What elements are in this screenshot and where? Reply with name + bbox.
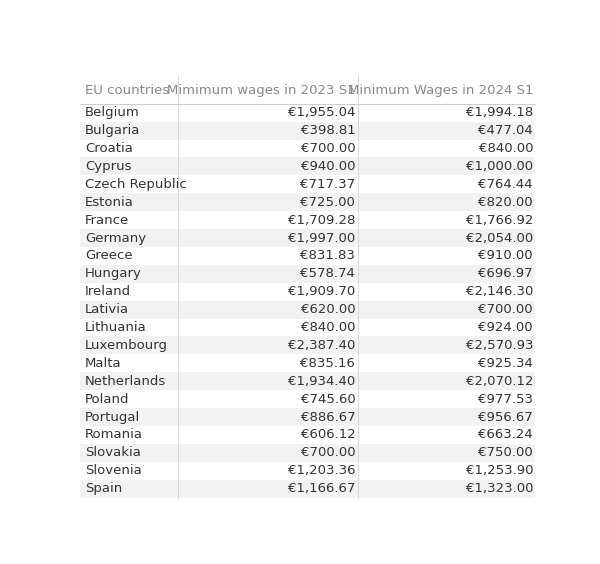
Text: Croatia: Croatia: [85, 142, 133, 155]
Text: Czech Republic: Czech Republic: [85, 178, 187, 191]
Bar: [80, 319, 535, 337]
Text: €1,323.00: €1,323.00: [466, 482, 533, 495]
Bar: [80, 211, 535, 229]
Text: €2,070.12: €2,070.12: [466, 374, 533, 387]
Bar: [80, 229, 535, 247]
Text: €1,955.04: €1,955.04: [288, 106, 355, 119]
Text: Mimimum wages in 2023 S1: Mimimum wages in 2023 S1: [167, 83, 355, 96]
Bar: [80, 408, 535, 426]
Text: €1,766.92: €1,766.92: [466, 214, 533, 227]
Text: Minimum Wages in 2024 S1: Minimum Wages in 2024 S1: [347, 83, 533, 96]
Bar: [80, 337, 535, 354]
Text: €840.00: €840.00: [301, 321, 355, 334]
Text: Spain: Spain: [85, 482, 122, 495]
Text: €831.83: €831.83: [301, 249, 355, 262]
Bar: [80, 104, 535, 122]
Text: €1,997.00: €1,997.00: [288, 231, 355, 245]
Bar: [80, 354, 535, 372]
Text: €745.60: €745.60: [301, 393, 355, 406]
Text: €717.37: €717.37: [300, 178, 355, 191]
Bar: [80, 157, 535, 175]
Text: €977.53: €977.53: [478, 393, 533, 406]
Bar: [80, 247, 535, 265]
Bar: [80, 265, 535, 283]
Text: €696.97: €696.97: [478, 267, 533, 280]
Text: Netherlands: Netherlands: [85, 374, 166, 387]
Bar: [80, 444, 535, 462]
Text: €1,253.90: €1,253.90: [466, 464, 533, 477]
Text: €1,203.36: €1,203.36: [288, 464, 355, 477]
Text: €1,000.00: €1,000.00: [466, 160, 533, 173]
Text: Germany: Germany: [85, 231, 146, 245]
Text: €606.12: €606.12: [301, 429, 355, 442]
Text: Malta: Malta: [85, 357, 122, 370]
Text: €835.16: €835.16: [301, 357, 355, 370]
Text: EU countries: EU countries: [85, 83, 169, 96]
Text: €940.00: €940.00: [301, 160, 355, 173]
Text: Slovenia: Slovenia: [85, 464, 142, 477]
Text: France: France: [85, 214, 130, 227]
Text: Lithuania: Lithuania: [85, 321, 147, 334]
Text: €1,909.70: €1,909.70: [288, 285, 355, 298]
Bar: [80, 122, 535, 139]
Text: Slovakia: Slovakia: [85, 446, 141, 459]
Text: Luxembourg: Luxembourg: [85, 339, 168, 352]
Text: Lativia: Lativia: [85, 303, 130, 316]
Bar: [80, 76, 535, 104]
Text: €2,387.40: €2,387.40: [288, 339, 355, 352]
Text: €2,054.00: €2,054.00: [466, 231, 533, 245]
Bar: [80, 462, 535, 480]
Text: €620.00: €620.00: [301, 303, 355, 316]
Text: Bulgaria: Bulgaria: [85, 124, 140, 137]
Text: Poland: Poland: [85, 393, 130, 406]
Bar: [80, 426, 535, 444]
Text: Cyprus: Cyprus: [85, 160, 132, 173]
Text: €1,934.40: €1,934.40: [288, 374, 355, 387]
Text: €1,166.67: €1,166.67: [288, 482, 355, 495]
Bar: [80, 301, 535, 319]
Text: €477.04: €477.04: [478, 124, 533, 137]
Bar: [80, 372, 535, 390]
Text: €924.00: €924.00: [478, 321, 533, 334]
Text: Hungary: Hungary: [85, 267, 142, 280]
Text: €2,146.30: €2,146.30: [466, 285, 533, 298]
Text: Romania: Romania: [85, 429, 143, 442]
Text: Portugal: Portugal: [85, 411, 140, 424]
Text: €578.74: €578.74: [301, 267, 355, 280]
Text: €764.44: €764.44: [478, 178, 533, 191]
Text: €956.67: €956.67: [478, 411, 533, 424]
Bar: [80, 175, 535, 193]
Text: Estonia: Estonia: [85, 196, 134, 209]
Text: €725.00: €725.00: [301, 196, 355, 209]
Text: €840.00: €840.00: [479, 142, 533, 155]
Text: €1,709.28: €1,709.28: [288, 214, 355, 227]
Bar: [80, 193, 535, 211]
Text: €398.81: €398.81: [301, 124, 355, 137]
Text: €1,994.18: €1,994.18: [466, 106, 533, 119]
Text: €820.00: €820.00: [478, 196, 533, 209]
Text: €886.67: €886.67: [301, 411, 355, 424]
Text: Greece: Greece: [85, 249, 133, 262]
Text: €925.34: €925.34: [478, 357, 533, 370]
Bar: [80, 390, 535, 408]
Text: €2,570.93: €2,570.93: [466, 339, 533, 352]
Text: Ireland: Ireland: [85, 285, 131, 298]
Text: €750.00: €750.00: [478, 446, 533, 459]
Text: Belgium: Belgium: [85, 106, 140, 119]
Bar: [80, 139, 535, 157]
Text: €910.00: €910.00: [478, 249, 533, 262]
Text: €663.24: €663.24: [478, 429, 533, 442]
Text: €700.00: €700.00: [478, 303, 533, 316]
Bar: [80, 480, 535, 497]
Bar: [80, 283, 535, 301]
Text: €700.00: €700.00: [301, 446, 355, 459]
Text: €700.00: €700.00: [301, 142, 355, 155]
